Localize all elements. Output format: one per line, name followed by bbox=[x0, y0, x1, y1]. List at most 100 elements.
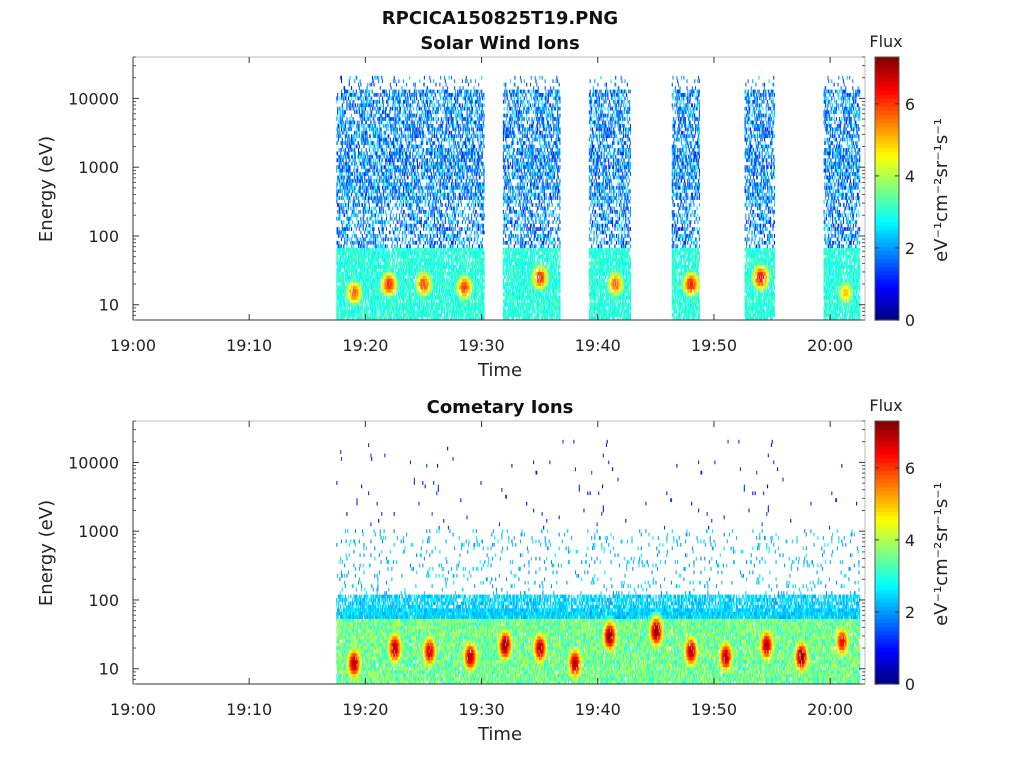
spectrogram-cell bbox=[361, 203, 363, 207]
spectrogram-cell bbox=[372, 285, 374, 290]
spectrogram-cell bbox=[346, 285, 348, 290]
spectrogram-cell bbox=[378, 141, 381, 145]
spectrogram-cell bbox=[345, 168, 347, 173]
spectrogram-cell bbox=[375, 189, 377, 194]
spectrogram-cell bbox=[428, 189, 430, 194]
spectrogram-cell bbox=[336, 261, 338, 266]
spectrogram-cell bbox=[343, 130, 345, 135]
spectrogram-cell bbox=[378, 278, 381, 283]
spectrogram-cell bbox=[364, 110, 366, 114]
spectrogram-cell bbox=[417, 237, 419, 242]
spectrogram-cell bbox=[353, 261, 355, 266]
spectrogram-cell bbox=[354, 299, 356, 304]
spectrogram-cell bbox=[396, 96, 398, 101]
spectrogram-cell bbox=[353, 203, 355, 207]
spectrogram-cell bbox=[374, 282, 376, 286]
spectrogram-cell bbox=[354, 209, 356, 214]
spectrogram-cell bbox=[367, 230, 369, 235]
spectrogram-cell bbox=[400, 316, 402, 321]
spectrogram-cell bbox=[358, 141, 360, 145]
spectrogram-cell bbox=[364, 123, 366, 128]
spectrogram-cell bbox=[356, 306, 358, 310]
spectrogram-cell bbox=[351, 240, 353, 245]
spectrogram-cell bbox=[374, 264, 376, 269]
spectrogram-cell bbox=[401, 261, 403, 266]
spectrogram-cell bbox=[428, 123, 430, 128]
spectrogram-cell bbox=[348, 264, 350, 269]
spectrogram-cell bbox=[374, 295, 376, 300]
spectrogram-cell bbox=[401, 306, 403, 310]
spectrogram-cell bbox=[347, 134, 350, 139]
spectrogram-cell bbox=[406, 148, 408, 152]
spectrogram-cell bbox=[340, 264, 343, 269]
spectrogram-cell bbox=[352, 123, 354, 128]
spectrogram-cell bbox=[336, 151, 338, 156]
spectrogram-cell bbox=[364, 285, 367, 290]
spectrogram-cell bbox=[353, 168, 355, 173]
spectrogram-cell bbox=[399, 185, 401, 190]
spectrogram-cell bbox=[416, 192, 418, 197]
spectrogram-cell bbox=[351, 251, 353, 255]
spectrogram-cell bbox=[387, 254, 389, 259]
spectrogram-cell bbox=[346, 117, 348, 121]
spectrogram-cell bbox=[336, 165, 338, 169]
spectrogram-cell bbox=[437, 106, 439, 111]
spectrogram-cell bbox=[338, 227, 340, 231]
spectrogram-cell bbox=[351, 237, 353, 242]
spectrogram-cell bbox=[347, 199, 350, 204]
spectrogram-cell bbox=[433, 206, 435, 211]
spectrogram-cell bbox=[381, 216, 383, 221]
spectrogram-cell bbox=[400, 141, 402, 145]
spectrogram-cell bbox=[373, 316, 375, 321]
spectrogram-cell bbox=[354, 134, 356, 139]
spectrogram-cell bbox=[347, 247, 350, 252]
spectrogram-cell bbox=[368, 223, 370, 228]
spectrogram-cell bbox=[375, 299, 377, 304]
spectrogram-cell bbox=[399, 185, 401, 190]
spectrogram-cell bbox=[341, 144, 343, 149]
spectrogram-cell bbox=[406, 220, 408, 225]
spectrogram-cell bbox=[355, 295, 357, 300]
spectrogram-cell bbox=[351, 258, 353, 262]
spectrogram-cell bbox=[343, 251, 345, 255]
spectrogram-cell bbox=[364, 254, 367, 259]
spectrogram-cell bbox=[379, 268, 381, 273]
spectrogram-cell bbox=[352, 254, 354, 259]
spectrogram-cell bbox=[347, 148, 350, 152]
spectrogram-cell bbox=[339, 271, 341, 276]
spectrogram-cell bbox=[344, 282, 346, 286]
spectrogram-cell bbox=[361, 264, 363, 269]
spectrogram-cell bbox=[403, 295, 405, 300]
spectrogram-cell bbox=[399, 127, 401, 132]
spectrogram-cell bbox=[366, 251, 368, 255]
spectrogram-cell bbox=[337, 227, 339, 231]
spectrogram-cell bbox=[382, 117, 384, 121]
spectrogram-cell bbox=[409, 117, 411, 121]
spectrogram-cell bbox=[382, 264, 384, 269]
spectrogram-cell bbox=[380, 165, 382, 169]
spectrogram-cell bbox=[341, 209, 343, 214]
spectrogram-cell bbox=[392, 192, 394, 197]
spectrogram-cell bbox=[388, 299, 390, 304]
spectrogram-cell bbox=[396, 220, 398, 225]
spectrogram-cell bbox=[358, 179, 360, 183]
spectrogram-cell bbox=[408, 278, 410, 283]
spectrogram-cell bbox=[361, 165, 363, 169]
spectrogram-cell bbox=[396, 137, 398, 142]
spectrogram-cell bbox=[391, 141, 393, 145]
spectrogram-cell bbox=[402, 185, 405, 190]
spectrogram-cell bbox=[371, 261, 374, 266]
spectrogram-cell bbox=[375, 196, 377, 200]
spectrogram-cell bbox=[344, 148, 346, 152]
spectrogram-cell bbox=[366, 234, 368, 238]
spectrogram-cell bbox=[416, 96, 418, 101]
spectrogram-cell bbox=[377, 196, 379, 200]
spectrogram-cell bbox=[350, 254, 352, 259]
spectrogram-cell bbox=[356, 110, 358, 114]
plot-area bbox=[133, 57, 865, 320]
spectrogram-cell bbox=[364, 134, 367, 139]
spectrogram-cell bbox=[338, 134, 340, 139]
spectrogram-cell bbox=[412, 264, 414, 269]
spectrogram-cell bbox=[418, 151, 420, 156]
spectrogram-cell bbox=[371, 302, 373, 307]
